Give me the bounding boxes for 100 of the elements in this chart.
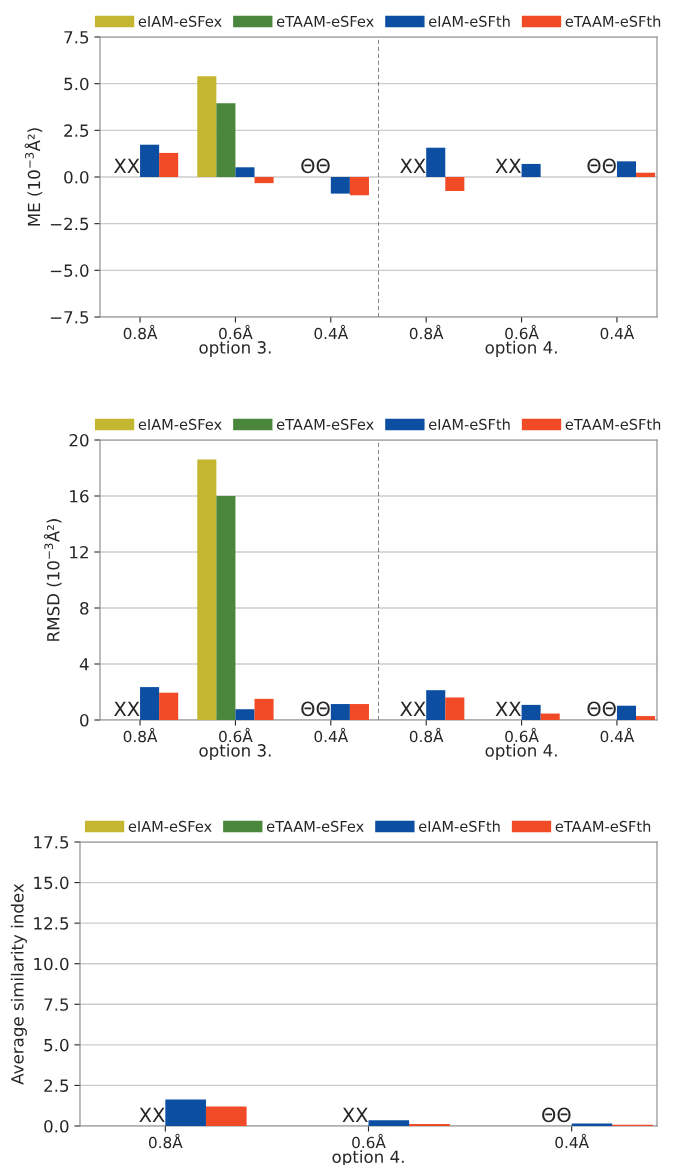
- y-tick-label: 12.5: [34, 917, 69, 930]
- legend-label: eIAM-eSFth: [429, 418, 510, 430]
- legend-label: eTAAM-eSFex: [276, 418, 374, 430]
- text: ΘΘ: [301, 701, 330, 717]
- text: XX: [400, 701, 426, 716]
- text: option 3.: [199, 743, 271, 760]
- text: option 4.: [485, 340, 557, 357]
- x-tick-label: 0.4Å: [600, 727, 635, 743]
- y-tick-label: 5.0: [44, 1038, 69, 1052]
- bar: [205, 1106, 247, 1126]
- bar: [616, 161, 637, 177]
- bar: [159, 152, 179, 177]
- text: XX: [114, 158, 140, 173]
- bar: [140, 687, 160, 720]
- y-axis-title: ME (10$^{−3}$Å²): [24, 128, 43, 226]
- bar: [197, 76, 217, 177]
- legend-label: eTAAM-eSFex: [266, 820, 364, 832]
- y-tick-label: 4: [79, 658, 89, 671]
- text: XX: [342, 1107, 368, 1122]
- bar: [349, 704, 369, 720]
- bar: [521, 704, 541, 720]
- legend-label: eTAAM-eSFth: [565, 15, 661, 27]
- text: ΘΘ: [587, 158, 616, 174]
- text: ΘΘ: [301, 158, 330, 174]
- bar: [254, 177, 274, 184]
- text: XX: [495, 158, 521, 173]
- x-tick-label: 0.4Å: [600, 324, 635, 340]
- y-tick-label: 16: [70, 489, 89, 503]
- x-tick-label: 0.6Å: [505, 727, 539, 743]
- legend-label: eIAM-eSFth: [419, 820, 500, 832]
- legend-label: eIAM-eSFex: [138, 418, 222, 430]
- bar: [409, 1123, 450, 1126]
- x-tick-label: 0.4Å: [555, 1133, 589, 1149]
- y-tick-label: 20: [69, 433, 89, 447]
- bar: [368, 1120, 410, 1126]
- y-tick-label: 7.5: [64, 31, 89, 44]
- y-tick-label: 0.0: [44, 1119, 69, 1133]
- y-tick-label: 15.0: [34, 876, 69, 890]
- bar: [521, 163, 541, 177]
- bar: [216, 103, 236, 177]
- text: ΘΘ: [587, 701, 616, 717]
- y-tick-label: 8: [80, 601, 89, 615]
- y-tick-label: −5.0: [50, 264, 89, 277]
- y-tick-label: 10.0: [34, 957, 69, 971]
- bar: [330, 177, 350, 194]
- text: XX: [114, 701, 140, 716]
- text: XX: [139, 1107, 165, 1122]
- text: option 3.: [199, 340, 271, 357]
- y-tick-label: 2.5: [64, 124, 89, 137]
- bar: [636, 716, 656, 720]
- bar: [636, 172, 656, 177]
- legend-label: eIAM-eSFth: [429, 15, 510, 27]
- bar: [616, 705, 637, 720]
- y-tick-label: 5.0: [64, 77, 89, 91]
- x-tick-label: 0.6Å: [505, 324, 539, 340]
- text: option 4.: [485, 743, 557, 760]
- text: ΘΘ: [542, 1107, 571, 1123]
- bar: [426, 147, 446, 177]
- bar: [197, 459, 217, 720]
- bar: [426, 690, 446, 720]
- y-tick-label: 7.5: [44, 998, 69, 1011]
- y-tick-label: 0.0: [64, 170, 89, 184]
- bar: [235, 709, 255, 720]
- bar: [349, 177, 369, 196]
- bar: [445, 697, 465, 720]
- x-tick-label: 0.8Å: [123, 727, 158, 743]
- x-tick-label: 0.8Å: [409, 727, 444, 743]
- y-tick-label: 17.5: [34, 836, 69, 849]
- x-tick-label: 0.6Å: [352, 1133, 386, 1149]
- y-tick-label: −7.5: [50, 311, 89, 324]
- x-tick-label: 0.8Å: [123, 324, 158, 340]
- legend-label: eIAM-eSFex: [128, 820, 212, 832]
- bar: [445, 177, 465, 191]
- bar: [216, 496, 236, 720]
- y-tick-label: 2.5: [44, 1079, 69, 1092]
- text: XX: [400, 158, 426, 173]
- y-tick-label: 0: [80, 713, 89, 727]
- x-tick-label: 0.4Å: [314, 727, 349, 743]
- bar: [140, 144, 160, 177]
- bar: [235, 167, 255, 177]
- bar: [330, 704, 350, 720]
- y-axis-title: Average similarity index: [10, 883, 27, 1085]
- bar: [254, 698, 274, 720]
- y-axis-title: RMSD (10$^{−3}$Å²): [43, 519, 62, 641]
- x-tick-label: 0.8Å: [409, 324, 444, 340]
- bar: [159, 692, 179, 720]
- x-tick-label: 0.6Å: [219, 727, 253, 743]
- legend-label: eTAAM-eSFex: [276, 15, 374, 27]
- bar: [165, 1099, 206, 1126]
- x-tick-label: 0.8Å: [148, 1133, 183, 1149]
- y-tick-label: −2.5: [50, 217, 89, 231]
- text: XX: [495, 701, 521, 716]
- bar: [540, 713, 560, 720]
- legend-label: eIAM-eSFex: [138, 15, 222, 27]
- legend-label: eTAAM-eSFth: [565, 418, 661, 430]
- x-tick-label: 0.6Å: [219, 324, 253, 340]
- bar: [571, 1123, 613, 1126]
- x-tick-label: 0.4Å: [314, 324, 349, 340]
- legend-label: eTAAM-eSFth: [555, 820, 651, 832]
- y-tick-label: 12: [70, 545, 88, 559]
